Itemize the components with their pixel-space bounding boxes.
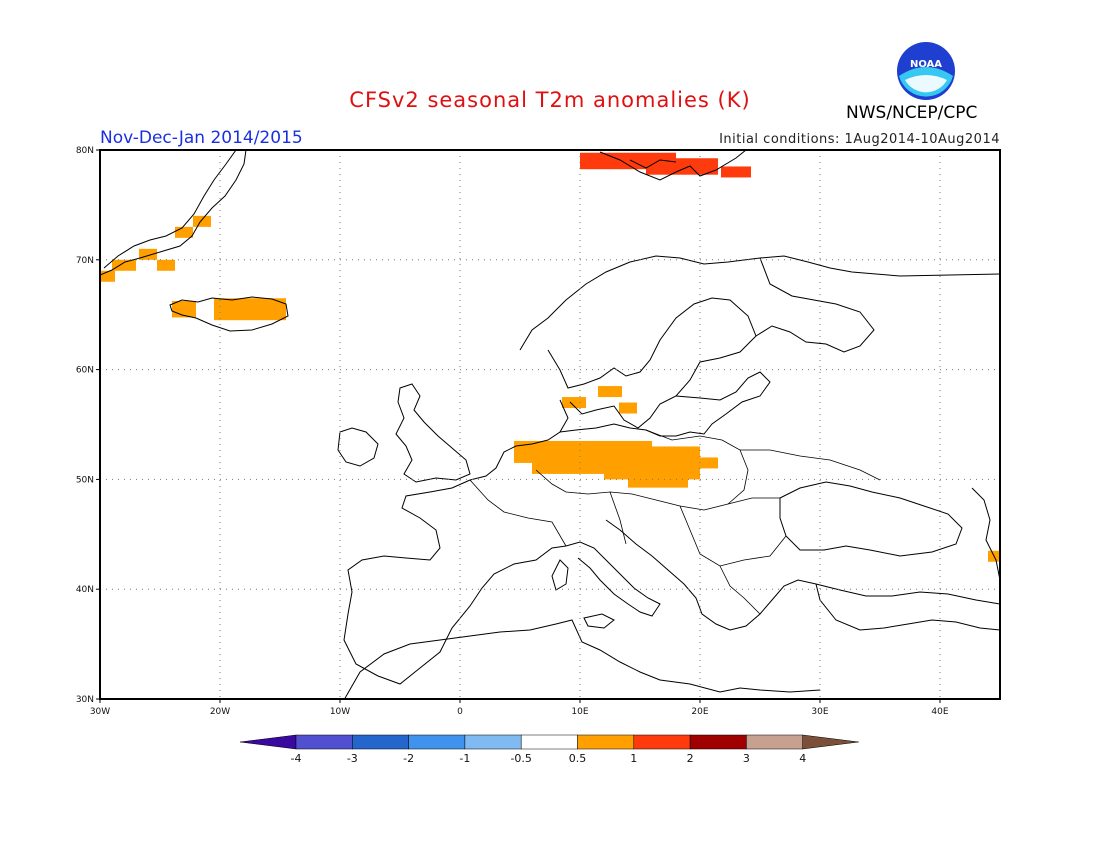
gridlines (100, 150, 1000, 699)
colorbar-segment (633, 734, 691, 750)
colorbar-label: 3 (743, 752, 750, 765)
lon-tick-label: 0 (457, 707, 463, 717)
anomaly-cell (193, 215, 211, 227)
chart-title: CFSv2 seasonal T2m anomalies (K) (349, 88, 751, 112)
noaa-logo: NOAA (895, 40, 957, 106)
colorbar-label: -2 (403, 752, 414, 765)
initial-conditions-label: Initial conditions: 1Aug2014-10Aug2014 (719, 132, 1000, 147)
colorbar-label: 2 (687, 752, 694, 765)
colorbar-label: -4 (291, 752, 302, 765)
anomaly-cell (721, 166, 751, 178)
lat-tick-label: 30N (76, 695, 94, 705)
colorbar-segment (520, 734, 578, 750)
lat-tick-label: 80N (76, 146, 94, 156)
lat-tick-label: 60N (76, 366, 94, 376)
colorbar-label: -3 (347, 752, 358, 765)
colorbar-segment (577, 734, 635, 750)
lon-tick-label: 10W (330, 707, 350, 717)
colorbar-segment (746, 734, 803, 750)
lon-tick-label: 20W (210, 707, 230, 717)
anomaly-cell (157, 259, 175, 271)
agency-label: NWS/NCEP/CPC (846, 103, 978, 123)
anomaly-cell (100, 270, 115, 282)
colorbar-label: 4 (799, 752, 806, 765)
anomaly-cell (646, 158, 718, 175)
anomaly-cell (619, 402, 637, 414)
season-label: Nov-Dec-Jan 2014/2015 (100, 128, 303, 148)
logo-text: NOAA (910, 59, 942, 70)
axis-ticks: 30N 40N 50N 60N 70N 80N 30W 20W 10W 0 10E 20E 30E 40E (76, 146, 949, 717)
colorbar-segment (352, 734, 409, 750)
anomaly-cell (175, 226, 193, 238)
colorbar: -4 -3 -2 -1 -0.5 0.5 1 2 3 4 (239, 734, 859, 765)
anomaly-cell (562, 397, 586, 409)
anomaly-cell (670, 457, 718, 469)
anomaly-cell (112, 259, 136, 271)
map-frame (99, 149, 1001, 700)
colorbar-segment (464, 734, 522, 750)
lon-tick-label: 40E (931, 707, 948, 717)
lat-tick-label: 70N (76, 256, 94, 266)
colorbar-label: 0.5 (569, 752, 587, 765)
anomaly-cell (139, 248, 157, 260)
colorbar-segment (689, 734, 747, 750)
colorbar-label: -0.5 (510, 752, 531, 765)
colorbar-segment (408, 734, 466, 750)
lat-tick-label: 50N (76, 475, 94, 485)
coastlines (100, 150, 1000, 699)
anomaly-cells (100, 152, 1000, 562)
anomaly-cell (598, 386, 622, 398)
lon-tick-label: 10E (571, 707, 588, 717)
colorbar-segment (239, 734, 297, 750)
lon-tick-label: 30W (90, 707, 110, 717)
colorbar-segment (802, 734, 859, 750)
lon-tick-label: 30E (811, 707, 828, 717)
colorbar-label: -1 (459, 752, 470, 765)
lon-tick-label: 20E (691, 707, 708, 717)
colorbar-label: 1 (630, 752, 637, 765)
colorbar-segment (295, 734, 353, 750)
anomaly-cell (214, 298, 286, 321)
lat-tick-label: 40N (76, 585, 94, 595)
